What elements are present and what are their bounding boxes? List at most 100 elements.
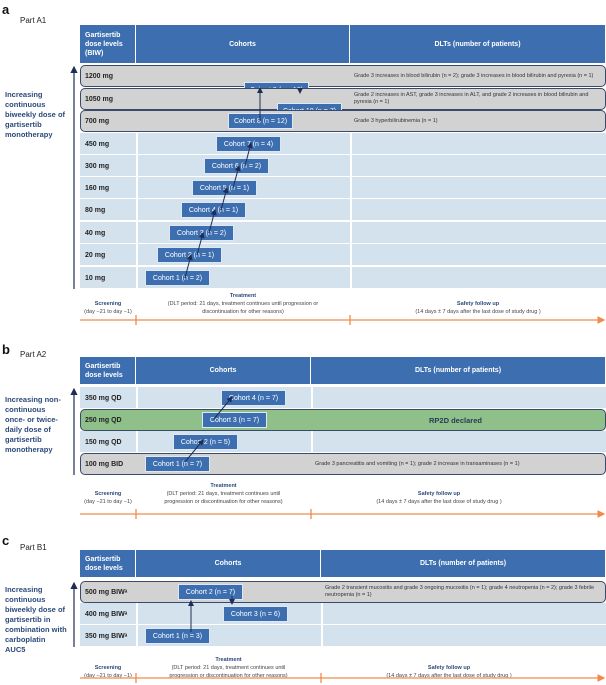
dose-row (80, 625, 606, 647)
column-divider (350, 177, 352, 199)
column-header: Cohorts (136, 25, 350, 63)
cohort-box: Cohort 2 (n = 7) (178, 584, 243, 600)
side-label: Increasing continuous biweekly dose of g… (5, 585, 67, 654)
dose-level: 400 mg BIWᵃ (85, 610, 128, 618)
column-divider (136, 603, 138, 625)
side-label: Increasing non-continuous once- or twice… (5, 395, 61, 454)
followup-label: Safety follow up (456, 301, 500, 307)
column-divider (311, 431, 313, 453)
dose-level: 450 mg (85, 140, 110, 148)
column-divider (350, 244, 352, 266)
column-header: Gartisertib dose levels (80, 357, 136, 384)
dose-level: 500 mg BIWᵃ (85, 588, 128, 596)
cohort-box: Cohort 1 (n = 7) (145, 456, 210, 472)
dlt-text: Grade 2 increases in AST, grade 3 increa… (354, 92, 589, 105)
dlt-text: Grade 2 transient mucositis and grade 3 … (325, 585, 595, 598)
column-divider (136, 222, 138, 244)
column-divider (321, 625, 323, 647)
panel-part-title: Part A2 (20, 350, 47, 359)
timeline-treatment: Treatment (DLT period: 21 days, treatment… (161, 292, 325, 316)
column-header: Cohorts (136, 357, 311, 384)
cohort-box: Cohort 2 (n = 5) (173, 434, 238, 450)
column-divider (136, 199, 138, 221)
dose-level: 350 mg QD (85, 394, 122, 402)
column-divider (350, 222, 352, 244)
column-divider (350, 199, 352, 221)
timeline-treatment: Treatment (DLT period: 21 days, treatment… (161, 482, 286, 506)
escalation-arrow (232, 165, 241, 189)
dose-level: 150 mg QD (85, 438, 122, 446)
cohort-box: Cohort 1 (n = 3) (145, 628, 210, 644)
cohort-box: Cohort 4 (n = 7) (221, 390, 286, 406)
timeline-screening: Screening (day −21 to day −1) (80, 300, 136, 316)
timeline-screening: Screening (day −21 to day −1) (80, 664, 136, 680)
timeline-screening: Screening (day −21 to day −1) (80, 490, 136, 506)
screening-label: Screening (94, 491, 122, 497)
escalation-arrow (184, 254, 193, 279)
column-divider (136, 244, 138, 266)
dose-level: 10 mg (85, 274, 106, 282)
dose-level: 250 mg QD (85, 416, 122, 424)
column-header: DLTs (number of patients) (321, 550, 606, 577)
cohort-box: Cohort 3 (n = 7) (202, 412, 267, 428)
dlt-text: Grade 3 increases in blood bilirubin (n … (354, 72, 594, 79)
dose-row (80, 267, 606, 289)
dose-row (80, 133, 606, 155)
column-divider (136, 387, 138, 409)
dlt-text: Grade 3 hyperbilirubinemia (n = 1) (354, 117, 438, 124)
screening-label: Screening (94, 665, 122, 671)
screening-period: (day −21 to day −1) (84, 309, 132, 315)
dose-level: 160 mg (85, 184, 110, 192)
column-divider (350, 133, 352, 155)
panel-part-title: Part B1 (20, 543, 47, 552)
column-divider (350, 267, 352, 289)
column-divider (136, 155, 138, 177)
dose-level: 1200 mg (85, 72, 114, 80)
dose-level: 20 mg (85, 251, 106, 259)
column-divider (136, 177, 138, 199)
rp2d-label: RP2D declared (429, 415, 482, 425)
column-divider (311, 387, 313, 409)
timeline-followup: Safety follow up (14 days ± 7 days after … (311, 490, 567, 506)
treatment-label: Treatment (210, 483, 237, 489)
escalation-arrow (244, 142, 253, 167)
followup-period: (14 days ± 7 days after the last dose of… (415, 309, 541, 315)
dlt-text: Grade 3 pancreatitis and vomiting (n = 1… (315, 460, 520, 467)
column-header: DLTs (number of patients) (311, 357, 606, 384)
treatment-label: Treatment (229, 293, 257, 299)
column-header: DLTs (number of patients) (350, 25, 606, 63)
dose-level: 350 mg BIWᵃ (85, 632, 128, 640)
escalation-arrow (184, 439, 204, 463)
followup-label: Safety follow up (417, 491, 461, 497)
timeline-followup: Safety follow up (14 days ± 7 days after … (321, 664, 577, 680)
treatment-label: Treatment (215, 657, 242, 663)
column-divider (136, 625, 138, 647)
column-divider (136, 267, 138, 289)
timeline-followup: Safety follow up (14 days ± 7 days after … (350, 300, 606, 316)
panel-letter: b (2, 342, 10, 357)
column-header: Gartisertib dose levels (80, 550, 136, 577)
column-divider (136, 431, 138, 453)
dose-level: 300 mg (85, 162, 110, 170)
cohort-box: Cohort 1 (n = 2) (145, 270, 210, 286)
dose-level: 80 mg (85, 206, 106, 214)
dose-row (80, 603, 606, 625)
dose-level: 700 mg (85, 117, 110, 125)
escalation-arrow (196, 232, 205, 256)
panel-part-title: Part A1 (20, 16, 47, 25)
escalation-arrow (208, 209, 217, 234)
side-label: Increasing continuous biweekly dose of g… (5, 90, 66, 139)
treatment-period: (DLT period: 21 days, treatment continue… (164, 491, 283, 505)
panel-letter: c (2, 533, 10, 548)
escalation-arrow (220, 187, 229, 211)
followup-period: (14 days ± 7 days after the last dose of… (376, 499, 502, 505)
panel-letter: a (2, 2, 10, 17)
column-divider (136, 133, 138, 155)
timeline-treatment: Treatment (DLT period: 21 days, treatment… (161, 656, 296, 680)
dose-level: 1050 mg (85, 95, 114, 103)
dose-level: 40 mg (85, 229, 106, 237)
dose-row (80, 387, 606, 409)
treatment-period: (DLT period: 21 days, treatment continue… (169, 665, 288, 679)
